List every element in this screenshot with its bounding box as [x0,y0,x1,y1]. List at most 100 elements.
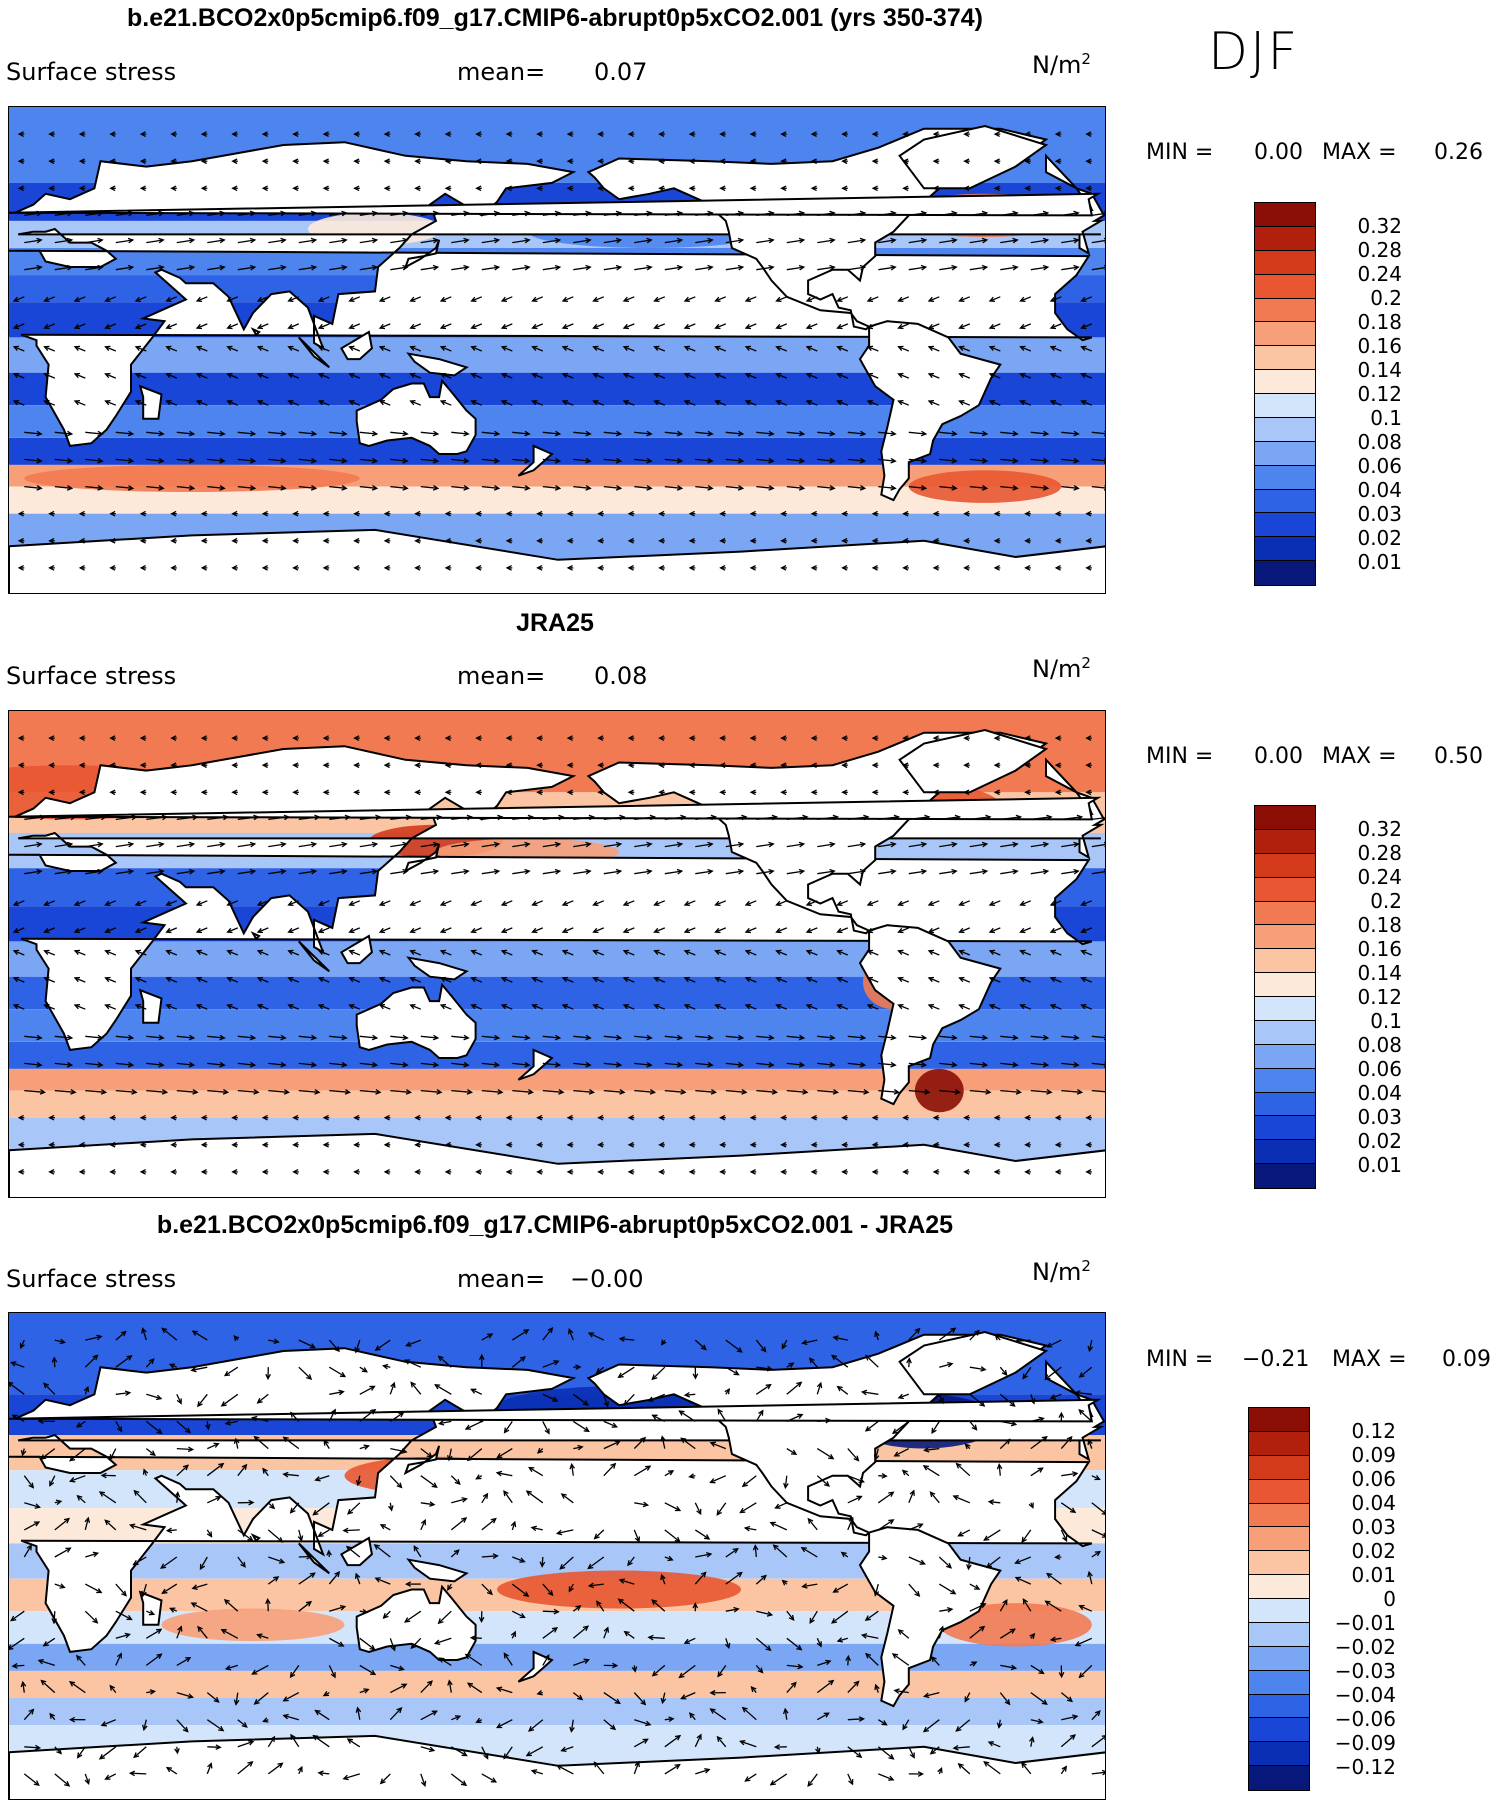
wind-stress-arrow [653,323,666,330]
wind-stress-arrow [49,1475,56,1487]
wind-stress-arrow [692,1367,699,1380]
wind-stress-arrow [322,1690,330,1697]
wind-stress-arrow [414,789,421,796]
wind-stress-arrow [874,1330,880,1341]
wind-stress-arrow [893,1448,910,1457]
wind-stress-arrow [1030,1664,1045,1675]
wind-stress-arrow [261,762,269,769]
wind-stress-arrow [68,1716,86,1723]
wind-stress-arrow [774,1502,788,1509]
coastline [250,1533,261,1543]
wind-stress-arrow [481,1553,499,1559]
wind-stress-arrow [801,1339,818,1346]
wind-stress-arrow [109,1114,116,1121]
wind-stress-arrow [322,789,330,796]
coastline [298,940,331,973]
wind-stress-arrow [866,399,879,406]
wind-stress-arrow [714,976,727,983]
wind-stress-arrow [1061,485,1080,491]
wind-stress-arrow [85,1061,104,1068]
wind-stress-arrow [190,1366,208,1373]
wind-stress-arrow [37,1418,55,1424]
wind-stress-arrow [226,345,239,352]
wind-stress-arrow [256,399,269,406]
wind-stress-arrow [780,537,787,544]
wind-stress-arrow [902,1114,909,1121]
wind-stress-arrow [1085,185,1092,192]
wind-stress-arrow [323,1439,330,1449]
wind-stress-arrow [1000,841,1019,848]
wind-stress-arrow [878,237,897,244]
wind-stress-arrow [444,789,452,796]
wind-stress-arrow [420,1518,427,1531]
colorbar-tick-label: 0.01 [1357,1153,1402,1177]
wind-stress-arrow [410,1381,422,1395]
colorbar-swatch [1255,1020,1315,1045]
wind-stress-arrow [810,158,818,165]
wind-stress-arrow [298,237,318,244]
wind-stress-arrow [597,510,604,517]
wind-stress-arrow [561,949,574,956]
wind-stress-arrow [289,1665,300,1679]
wind-stress-arrow [359,1366,369,1373]
wind-stress-arrow [597,1114,604,1121]
wind-stress-arrow [755,1664,764,1674]
wind-stress-arrow [603,1440,622,1450]
wind-stress-arrow [927,296,940,303]
wind-stress-arrow [786,868,806,875]
colorbar-swatch [1249,1599,1309,1623]
colorbar-swatch [1255,853,1315,878]
wind-stress-arrow [987,1499,1001,1505]
wind-stress-arrow [383,131,391,137]
wind-stress-arrow [298,1339,316,1349]
wind-stress-arrow [1061,1714,1079,1721]
wind-stress-arrow [1049,900,1062,907]
wind-stress-arrow [847,457,867,464]
wind-stress-arrow [223,1366,239,1377]
wind-stress-arrow [634,868,653,875]
wind-stress-arrow [653,372,666,379]
wind-stress-arrow [1060,1692,1074,1703]
wind-stress-arrow [1030,1692,1048,1706]
colorbar-swatch [1255,274,1315,299]
wind-stress-arrow [664,1502,682,1512]
wind-stress-arrow [1024,537,1031,544]
colorbar-tick-label: 0.01 [1357,550,1402,574]
wind-stress-arrow [932,1141,940,1148]
wind-stress-arrow [176,814,199,821]
wind-stress-arrow [265,1597,271,1612]
wind-stress-arrow [231,1169,238,1175]
wind-stress-arrow [695,210,714,217]
wind-stress-arrow [756,210,775,217]
wind-stress-arrow [104,1773,117,1780]
wind-stress-arrow [719,789,726,796]
wind-stress-arrow [261,1141,269,1148]
wind-stress-arrow [683,345,696,352]
wind-stress-arrow [1019,372,1032,379]
wind-stress-arrow [54,457,74,464]
wind-stress-arrow [719,131,726,137]
wind-stress-arrow [1091,1710,1101,1721]
wind-stress-arrow [23,1544,32,1558]
wind-stress-arrow [348,1003,361,1010]
wind-stress-arrow [470,345,483,352]
coastline [517,444,554,477]
wind-stress-arrow [627,789,635,796]
panel1-max-value: 0.26 [1434,140,1483,165]
panel1-mean-value: 0.07 [594,58,648,86]
wind-stress-arrow [268,430,287,437]
wind-stress-arrow [963,131,970,137]
wind-stress-arrow [481,1492,489,1504]
wind-stress-arrow [755,1574,767,1585]
wind-stress-arrow [206,1719,225,1732]
wind-stress-arrow [993,762,1001,769]
wind-stress-arrow [810,1141,818,1148]
wind-stress-arrow [1078,1366,1093,1378]
wind-stress-arrow [908,1489,915,1504]
wind-stress-arrow [1091,1735,1105,1748]
wind-stress-arrow [9,1637,25,1650]
wind-stress-arrow [775,372,788,379]
wind-stress-arrow [786,1061,806,1068]
wind-stress-arrow [17,1169,25,1175]
wind-stress-arrow [237,1034,257,1041]
